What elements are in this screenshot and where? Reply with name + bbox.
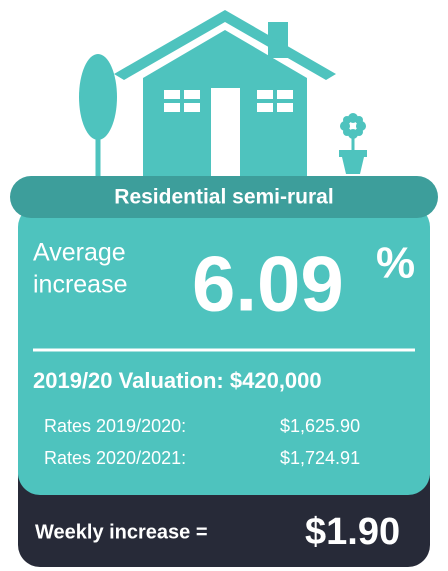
increase-value: 6.09	[192, 240, 344, 328]
rates-label: Rates 2019/2020:	[44, 416, 186, 436]
weekly-label: Weekly increase =	[35, 521, 208, 543]
average-label: Average	[33, 239, 126, 267]
title-banner	[10, 176, 438, 218]
tree-icon	[79, 54, 117, 176]
average-label: increase	[33, 271, 128, 299]
rates-value: $1,625.90	[280, 416, 360, 436]
rates-label: Rates 2020/2021:	[44, 448, 186, 468]
increase-unit: %	[376, 239, 415, 288]
rates-value: $1,724.91	[280, 448, 360, 468]
title: Residential semi-rural	[114, 186, 333, 209]
house-icon	[114, 10, 336, 176]
valuation: 2019/20 Valuation: $420,000	[33, 368, 322, 393]
flower-icon	[339, 113, 367, 174]
weekly-value: $1.90	[305, 511, 400, 553]
